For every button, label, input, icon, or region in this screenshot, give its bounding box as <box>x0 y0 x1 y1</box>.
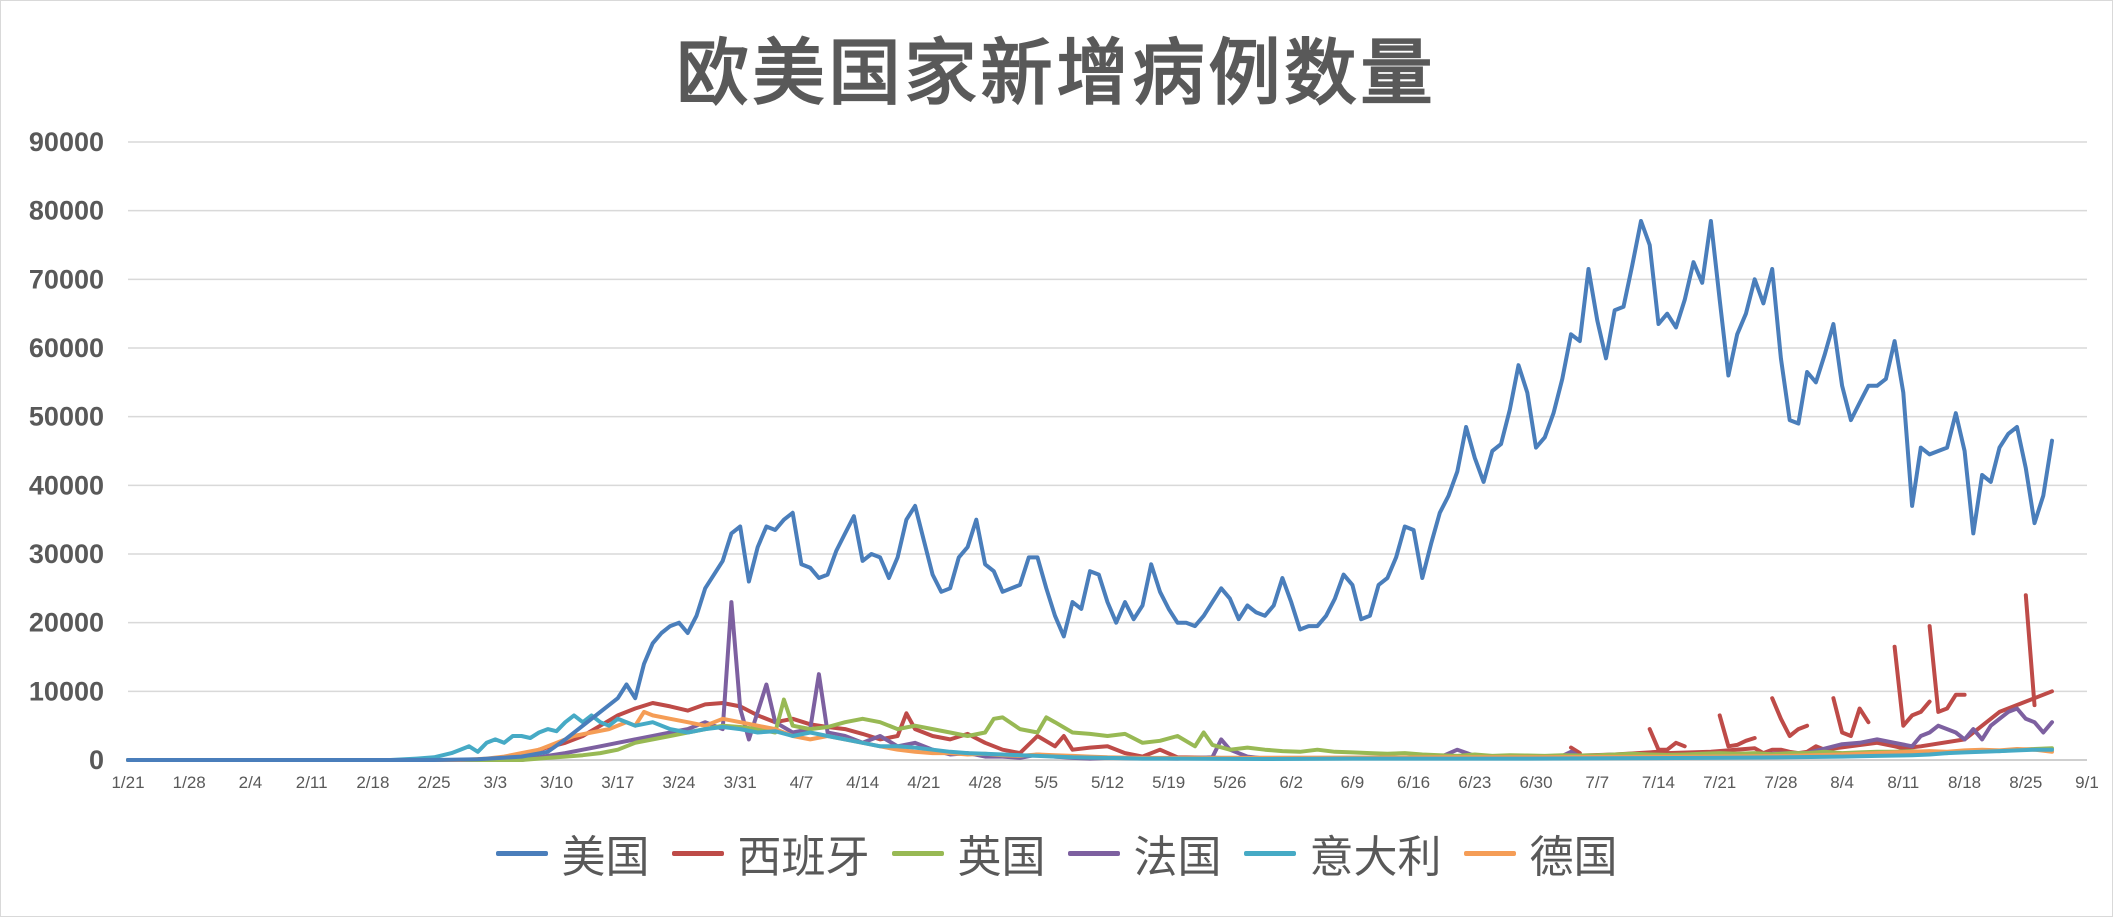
y-tick-label: 50000 <box>29 402 104 432</box>
x-tick-label: 5/19 <box>1152 773 1185 792</box>
x-tick-label: 4/28 <box>969 773 1002 792</box>
x-tick-label: 3/31 <box>724 773 757 792</box>
x-tick-label: 8/4 <box>1830 773 1854 792</box>
x-tick-label: 2/11 <box>296 773 328 792</box>
series-line-1-segment-3 <box>1770 696 1810 738</box>
y-axis-tick-labels: 0 10000 20000 30000 40000 50000 60000 70000 8000… <box>29 127 104 775</box>
x-tick-label: 2/4 <box>239 773 263 792</box>
x-tick-label: 7/14 <box>1642 773 1675 792</box>
x-axis-tick-labels: 1/21 1/28 2/4 2/11 2/18 2/25 3/3 3/10 3/17 3/24 3/… <box>111 773 2098 792</box>
legend-swatch <box>1067 850 1120 856</box>
x-tick-label: 5/5 <box>1034 773 1058 792</box>
series-line-1 <box>126 689 2054 762</box>
series-line-1-segment-5 <box>1892 644 1932 728</box>
x-tick-label: 2/25 <box>418 773 451 792</box>
x-tick-label: 7/21 <box>1703 773 1736 792</box>
x-tick-label: 7/7 <box>1585 773 1609 792</box>
x-tick-label: 8/18 <box>1948 773 1981 792</box>
x-tick-label: 3/10 <box>540 773 573 792</box>
x-tick-label: 6/9 <box>1341 773 1365 792</box>
legend-item-3: 法国 <box>1067 821 1222 885</box>
series-line-1-segment-4 <box>1831 696 1871 738</box>
legend-label: 美国 <box>561 832 650 883</box>
y-tick-label: 60000 <box>29 333 104 363</box>
legend-label: 英国 <box>957 832 1046 883</box>
x-tick-label: 8/11 <box>1887 773 1919 792</box>
legend-item-2: 英国 <box>891 821 1046 885</box>
y-tick-label: 90000 <box>29 127 104 157</box>
x-tick-label: 6/23 <box>1458 773 1491 792</box>
legend-swatch <box>495 850 548 856</box>
series-lines <box>126 219 2054 762</box>
y-tick-label: 0 <box>89 745 104 775</box>
series-line-3 <box>126 600 2054 762</box>
x-tick-label: 4/7 <box>790 773 814 792</box>
legend-item-0: 美国 <box>495 821 650 885</box>
legend-label: 法国 <box>1133 832 1222 883</box>
legend-item-1: 西班牙 <box>671 821 870 885</box>
x-tick-label: 6/30 <box>1519 773 1552 792</box>
x-tick-label: 9/1 <box>2075 773 2099 792</box>
legend-label: 意大利 <box>1309 832 1442 883</box>
series-line-0 <box>126 219 2054 762</box>
y-tick-label: 30000 <box>29 539 104 569</box>
x-tick-label: 4/21 <box>907 773 940 792</box>
y-tick-label: 70000 <box>29 264 104 294</box>
chart-title: 欧美国家新增病例数量 <box>676 31 1437 115</box>
x-tick-label: 3/17 <box>601 773 634 792</box>
series-line-4 <box>126 713 2054 762</box>
gridlines <box>128 141 2087 761</box>
x-tick-label: 3/24 <box>662 773 695 792</box>
legend-label: 德国 <box>1529 832 1618 883</box>
series-line-1-segment-0 <box>1569 745 1582 756</box>
x-tick-label: 6/16 <box>1397 773 1430 792</box>
legend-item-4: 意大利 <box>1243 821 1442 885</box>
y-tick-label: 20000 <box>29 608 104 638</box>
legend-swatch <box>671 850 724 856</box>
legend-item-5: 德国 <box>1463 821 1618 885</box>
series-line-1-segment-1 <box>1647 727 1687 752</box>
legend-swatch <box>1243 850 1296 856</box>
legend-label: 西班牙 <box>737 832 870 883</box>
y-tick-label: 10000 <box>29 676 104 706</box>
series-line-1-segment-2 <box>1717 713 1757 749</box>
series-line-1-segment-6 <box>1927 624 1967 714</box>
legend-swatch <box>891 850 944 856</box>
x-tick-label: 2/18 <box>356 773 389 792</box>
x-tick-label: 1/28 <box>173 773 206 792</box>
x-tick-label: 1/21 <box>111 773 144 792</box>
x-tick-label: 5/26 <box>1213 773 1246 792</box>
y-tick-label: 80000 <box>29 196 104 226</box>
series-line-2 <box>126 697 2054 762</box>
x-tick-label: 5/12 <box>1091 773 1124 792</box>
x-tick-label: 8/25 <box>2009 773 2042 792</box>
x-tick-label: 7/28 <box>1764 773 1797 792</box>
series-line-1-segment-7 <box>2023 593 2037 708</box>
x-tick-label: 4/14 <box>846 773 879 792</box>
chart-legend: 美国 西班牙 英国 法国 意大利 德国 <box>0 823 2113 883</box>
y-tick-label: 40000 <box>29 470 104 500</box>
legend-swatch <box>1463 850 1516 856</box>
x-tick-label: 3/3 <box>483 773 507 792</box>
x-tick-label: 6/2 <box>1279 773 1303 792</box>
